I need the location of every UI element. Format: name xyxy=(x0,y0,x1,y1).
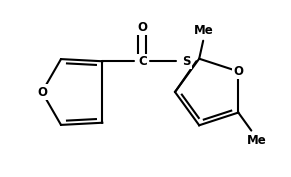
Text: O: O xyxy=(137,21,147,34)
Text: S: S xyxy=(182,55,191,68)
Text: O: O xyxy=(233,65,243,78)
Text: C: C xyxy=(138,55,147,68)
Text: Me: Me xyxy=(246,134,266,147)
Text: Me: Me xyxy=(194,24,214,37)
Text: O: O xyxy=(37,85,47,98)
